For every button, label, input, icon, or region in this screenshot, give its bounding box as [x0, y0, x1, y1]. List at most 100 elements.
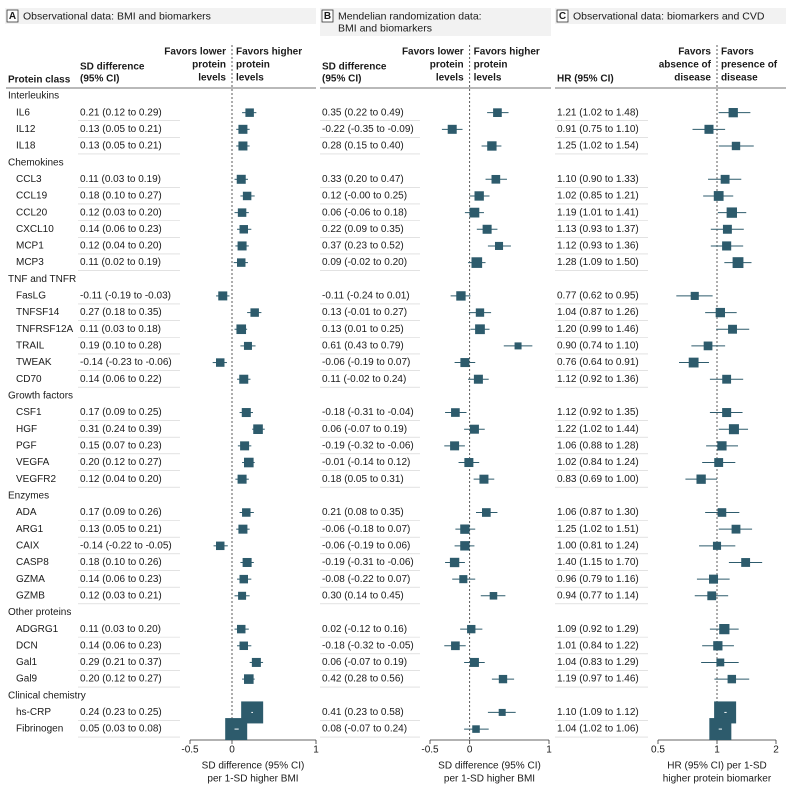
point-estimate	[722, 241, 732, 251]
favors-right: presence of	[721, 60, 778, 71]
point-estimate	[236, 174, 246, 184]
panel-title: Mendelian randomization data:	[338, 10, 482, 22]
point-estimate	[239, 374, 249, 384]
protein-label: TRAIL	[16, 341, 45, 352]
protein-label: MCP3	[16, 257, 44, 268]
point-estimate	[707, 591, 717, 601]
point-estimate	[717, 508, 727, 517]
ci-label: 1.10 (0.90 to 1.33)	[557, 174, 639, 185]
ci-label: -0.14 (-0.23 to -0.06)	[80, 357, 172, 368]
protein-label: hs-CRP	[16, 707, 51, 718]
point-estimate	[714, 458, 724, 467]
point-estimate	[451, 408, 460, 417]
ci-label: 0.12 (0.03 to 0.20)	[80, 207, 162, 218]
ci-label: 0.13 (0.01 to 0.25)	[322, 324, 404, 335]
ci-label: 1.09 (0.92 to 1.29)	[557, 624, 639, 635]
ci-label: 1.40 (1.15 to 1.70)	[557, 557, 639, 568]
point-estimate	[240, 441, 250, 451]
group-label: Other proteins	[8, 607, 71, 618]
ci-header: HR (95% CI)	[557, 74, 614, 85]
ci-label: 0.12 (-0.00 to 0.25)	[322, 191, 407, 202]
protein-label: CAIX	[16, 540, 40, 551]
point-estimate	[460, 524, 470, 534]
ci-label: -0.01 (-0.14 to 0.12)	[322, 457, 410, 468]
ci-header: (95% CI)	[80, 74, 119, 85]
ci-label: 0.09 (-0.02 to 0.20)	[322, 257, 407, 268]
point-estimate	[244, 457, 254, 468]
ci-label: 0.91 (0.75 to 1.10)	[557, 124, 639, 135]
ci-label: 0.12 (0.03 to 0.21)	[80, 590, 162, 601]
ci-label: 1.02 (0.84 to 1.24)	[557, 457, 639, 468]
ci-label: 0.76 (0.64 to 0.91)	[557, 357, 639, 368]
point-estimate	[239, 225, 248, 234]
point-estimate	[731, 141, 741, 151]
ci-label: 0.06 (-0.07 to 0.19)	[322, 657, 407, 668]
protein-label: ADGRG1	[16, 624, 59, 635]
ci-label: 1.19 (0.97 to 1.46)	[557, 674, 639, 685]
group-label: Interleukins	[8, 91, 59, 102]
ci-label: 0.90 (0.74 to 1.10)	[557, 341, 639, 352]
point-estimate	[237, 208, 247, 217]
point-estimate	[716, 658, 725, 667]
x-tick-label: 2	[773, 745, 779, 756]
panel-letter: A	[9, 11, 16, 22]
point-estimate	[726, 207, 737, 218]
ci-label: 1.06 (0.88 to 1.28)	[557, 441, 639, 452]
point-estimate	[732, 257, 744, 269]
ci-label: -0.08 (-0.22 to 0.07)	[322, 574, 410, 585]
point-estimate	[731, 524, 741, 534]
point-estimate	[447, 124, 457, 134]
protein-label: CXCL10	[16, 224, 54, 235]
favors-right: levels	[474, 73, 502, 84]
protein-label: Gal1	[16, 657, 38, 668]
ci-label: 1.20 (0.99 to 1.46)	[557, 324, 639, 335]
ci-header: SD difference	[80, 62, 145, 73]
ci-label: 0.35 (0.22 to 0.49)	[322, 107, 404, 118]
favors-left: levels	[436, 73, 464, 84]
ci-label: 0.18 (0.05 to 0.31)	[322, 474, 404, 485]
ci-label: 0.06 (-0.07 to 0.19)	[322, 424, 407, 435]
protein-label: TNFRSF12A	[16, 324, 74, 335]
ci-label: 0.14 (0.06 to 0.23)	[80, 574, 162, 585]
favors-right: Favors higher	[236, 47, 302, 58]
group-label: Clinical chemistry	[8, 690, 86, 701]
point-estimate	[728, 424, 739, 435]
panel-header-band	[320, 8, 551, 36]
point-estimate	[479, 474, 489, 484]
point-estimate	[218, 291, 228, 301]
x-tick-label: 1	[546, 745, 552, 756]
protein-class-header: Protein class	[8, 75, 71, 86]
point-estimate	[253, 424, 263, 434]
ci-label: 0.11 (0.03 to 0.18)	[80, 324, 161, 335]
ci-label: 0.11 (0.02 to 0.19)	[80, 257, 161, 268]
ci-label: -0.18 (-0.32 to -0.05)	[322, 640, 414, 651]
ci-label: 1.28 (1.09 to 1.50)	[557, 257, 639, 268]
ci-label: -0.06 (-0.19 to 0.07)	[322, 357, 410, 368]
point-estimate	[696, 474, 706, 484]
ci-label: 0.27 (0.18 to 0.35)	[80, 307, 162, 318]
x-tick-label: 0.5	[651, 745, 665, 756]
point-estimate	[450, 441, 460, 451]
panel-letter-box	[321, 9, 334, 23]
ci-label: 1.22 (1.02 to 1.44)	[557, 424, 639, 435]
protein-label: ARG1	[16, 524, 44, 535]
ci-label: 1.19 (1.01 to 1.41)	[557, 207, 639, 218]
point-estimate	[469, 657, 479, 667]
ci-label: -0.19 (-0.32 to -0.06)	[322, 441, 414, 452]
point-estimate	[237, 258, 246, 267]
point-estimate	[481, 508, 491, 517]
ci-label: 0.18 (0.10 to 0.27)	[80, 191, 162, 202]
point-estimate	[498, 674, 508, 684]
protein-label: Fibrinogen	[16, 724, 63, 735]
group-label: TNF and TNFR	[8, 274, 76, 285]
protein-label: CD70	[16, 374, 42, 385]
point-estimate	[727, 674, 737, 684]
point-estimate	[722, 224, 732, 234]
ci-label: 1.06 (0.87 to 1.30)	[557, 507, 639, 518]
protein-label: VEGFA	[16, 457, 50, 468]
ci-label: -0.11 (-0.19 to -0.03)	[80, 291, 171, 302]
point-estimate	[469, 424, 479, 434]
point-estimate	[728, 108, 738, 118]
ci-label: 0.06 (-0.06 to 0.18)	[322, 207, 407, 218]
x-axis-label: SD difference (95% CI)	[438, 761, 541, 772]
